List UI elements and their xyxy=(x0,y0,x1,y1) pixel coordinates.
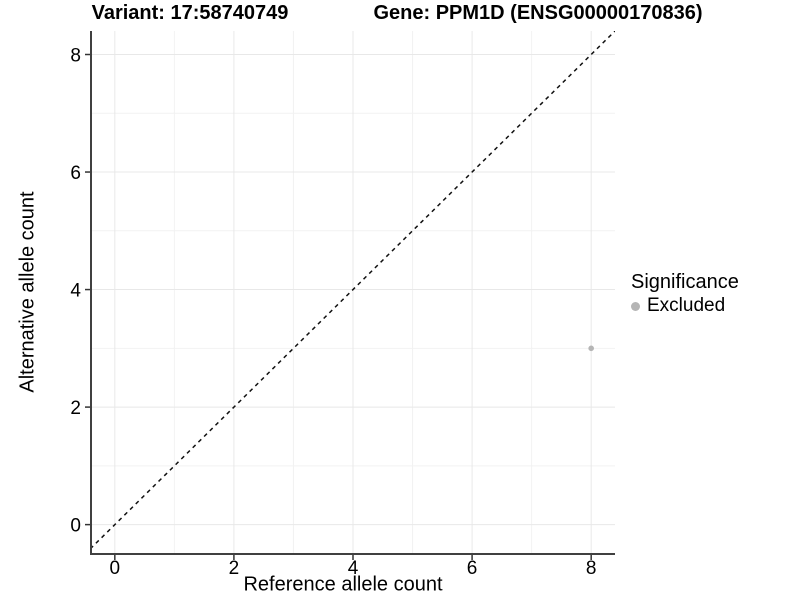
y-tick-label: 0 xyxy=(70,516,81,537)
legend-title: Significance xyxy=(631,271,739,293)
x-tick-label: 8 xyxy=(586,558,597,579)
identity-line xyxy=(91,31,615,550)
gene-title: Gene: PPM1D (ENSG00000170836) xyxy=(373,2,703,24)
x-axis-title: Reference allele count xyxy=(243,573,443,596)
data-point xyxy=(588,345,594,352)
legend: Significance Excluded xyxy=(631,270,739,317)
legend-point-marker-icon xyxy=(631,301,640,311)
variant-title: Variant: 17:58740749 xyxy=(91,2,289,24)
legend-item-excluded: Excluded xyxy=(631,295,739,317)
x-tick-label: 2 xyxy=(229,558,240,579)
y-tick-label: 6 xyxy=(70,163,81,184)
x-tick-label: 6 xyxy=(467,558,478,579)
y-tick-label: 2 xyxy=(70,398,81,419)
legend-item-label: Excluded xyxy=(647,295,726,316)
y-tick-label: 8 xyxy=(70,46,81,67)
y-tick-label: 4 xyxy=(70,281,81,302)
x-tick-label: 0 xyxy=(110,558,121,579)
x-tick-label: 4 xyxy=(348,558,359,579)
